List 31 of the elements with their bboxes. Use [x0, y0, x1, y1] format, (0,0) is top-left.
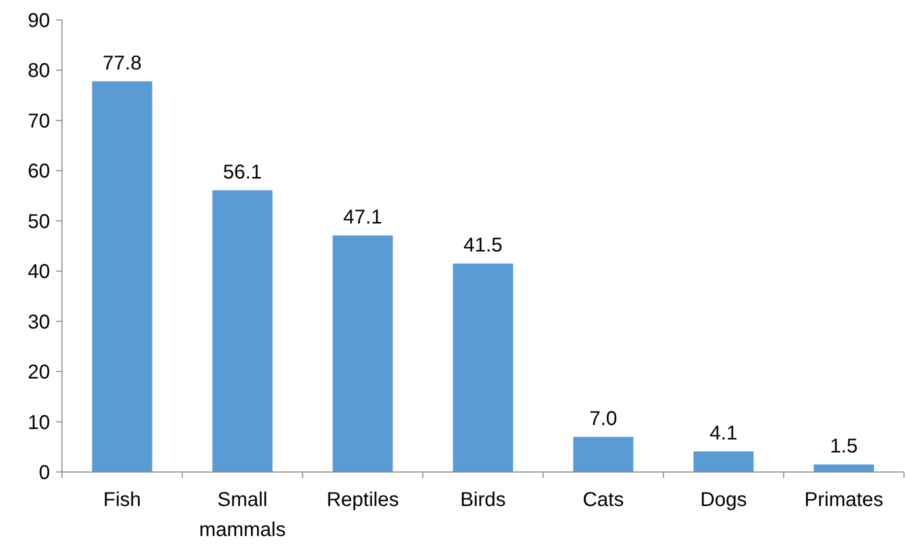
- data-label: 56.1: [222, 161, 262, 184]
- y-tick-label: 0: [38, 462, 50, 484]
- data-label: 4.1: [710, 422, 738, 444]
- y-tick-label: 70: [28, 110, 50, 132]
- x-tick-label: Primates: [804, 489, 884, 511]
- bar: [573, 436, 634, 472]
- y-tick-label: 80: [28, 60, 50, 82]
- y-tick-label: 40: [28, 261, 50, 284]
- y-tick-label: 60: [28, 160, 50, 183]
- x-tick-label: Birds: [460, 489, 506, 511]
- data-label: 7.0: [589, 408, 618, 430]
- bar: [332, 235, 393, 472]
- y-tick-label: 30: [28, 311, 50, 334]
- y-tick-label: 50: [28, 210, 50, 233]
- bar: [814, 464, 874, 472]
- y-tick-label: 10: [28, 412, 50, 434]
- bar: [694, 451, 754, 472]
- bar: [92, 81, 152, 472]
- y-tick-label: 20: [28, 362, 50, 384]
- x-tick-label: Fish: [103, 489, 142, 511]
- bar: [452, 264, 514, 472]
- data-label: 47.1: [343, 206, 382, 228]
- x-tick-label: Dogs: [700, 489, 747, 511]
- x-tick-label: Small mammals: [199, 489, 286, 541]
- x-tick-label: Cats: [582, 489, 624, 511]
- y-tick-label: 90: [28, 10, 50, 32]
- data-label: 41.5: [464, 234, 502, 257]
- bar: [212, 190, 272, 472]
- data-label: 1.5: [830, 435, 858, 458]
- data-label: 77.8: [102, 52, 142, 74]
- x-tick-label: Reptiles: [326, 489, 399, 511]
